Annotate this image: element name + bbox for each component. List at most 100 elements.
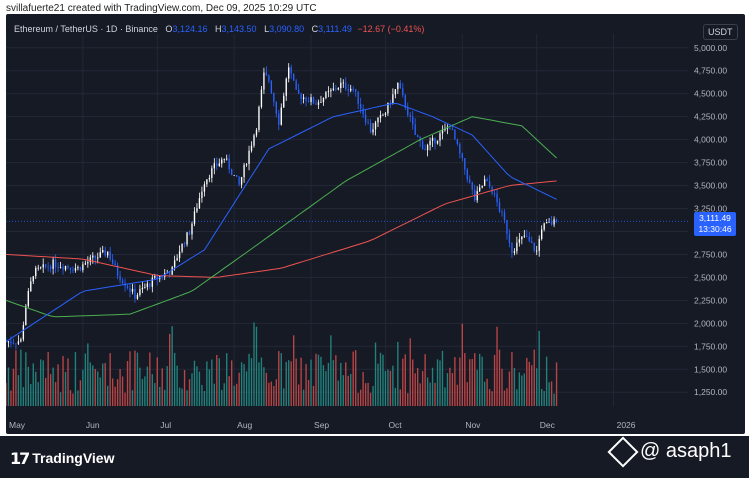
volume-bar	[146, 366, 149, 406]
y-tick-label: 2,750.00	[694, 249, 727, 259]
volume-bar	[32, 363, 34, 406]
candle-body	[87, 262, 89, 264]
footer-bar	[0, 436, 749, 478]
candle-body	[154, 276, 156, 278]
candle-body	[216, 163, 218, 166]
last-price: 3,111.49	[699, 213, 731, 224]
volume-bar	[464, 353, 466, 406]
candle-body	[47, 266, 49, 268]
volume-bar	[402, 358, 404, 406]
currency-button[interactable]: USDT	[703, 24, 738, 40]
volume-bar	[268, 382, 270, 406]
candle-body	[384, 113, 387, 115]
candle-body	[513, 251, 516, 253]
volume-bar	[173, 352, 176, 406]
candle-body	[451, 129, 454, 131]
candle-body	[99, 252, 101, 258]
candle-body	[354, 89, 357, 92]
candle-body	[307, 101, 310, 102]
candle-body	[288, 67, 290, 79]
volume-bar	[478, 353, 481, 406]
volume-bar	[218, 358, 220, 406]
candle-body	[292, 73, 295, 81]
volume-bar	[233, 385, 235, 406]
symbol-legend: Ethereum / TetherUS · 1D · Binance O3,12…	[14, 24, 424, 34]
candle-body	[248, 150, 250, 164]
volume-bar	[531, 365, 533, 406]
candle-body	[7, 341, 10, 343]
volume-bar	[42, 360, 44, 406]
candle-body	[518, 239, 521, 243]
candle-body	[35, 267, 37, 277]
symbol-label[interactable]: Ethereum / TetherUS · 1D · Binance	[14, 24, 158, 34]
volume-bar	[116, 379, 119, 406]
candle-body	[191, 223, 193, 235]
candle-body	[362, 108, 364, 115]
candle-body	[483, 179, 486, 186]
candle-body	[94, 255, 96, 259]
candle-body	[337, 88, 340, 90]
candle-body	[97, 257, 99, 259]
volume-bar	[354, 350, 357, 406]
volume-bar	[248, 353, 250, 406]
candle-body	[374, 122, 377, 130]
credit-line: svillafuerte21 created with TradingView.…	[6, 3, 317, 14]
candle-body	[273, 93, 275, 102]
volume-bar	[528, 361, 530, 406]
ma-long-line	[6, 180, 557, 278]
volume-bar	[526, 357, 528, 406]
volume-bar	[221, 389, 223, 406]
volume-bar	[553, 393, 555, 406]
candle-body	[275, 101, 278, 114]
candle-body	[543, 223, 545, 230]
candle-body	[327, 91, 330, 93]
candle-body	[235, 175, 238, 177]
candle-body	[208, 177, 211, 180]
chart-canvas[interactable]: 5,000.00 4,750.00 4,500.00 4,250.00 4,000.00…	[6, 14, 745, 434]
candle-body	[421, 140, 424, 149]
candle-body	[62, 267, 64, 270]
volume-bar	[203, 390, 206, 406]
volume-bar	[543, 391, 545, 406]
candle-body	[211, 168, 213, 178]
candle-body	[156, 276, 158, 280]
candle-body	[106, 251, 109, 256]
candle-body	[550, 221, 553, 225]
y-tick-label: 4,000.00	[694, 135, 727, 145]
candle-body	[466, 169, 468, 180]
volume-bar	[134, 350, 136, 406]
volume-bar	[461, 323, 464, 406]
binance-diamond-icon	[607, 435, 639, 468]
candle-body	[357, 91, 359, 105]
volume-bar	[315, 353, 317, 406]
volume-bar	[270, 381, 273, 406]
low-value: 3,090.80	[269, 24, 305, 34]
volume-bar	[230, 360, 233, 406]
volume-bar	[290, 361, 292, 406]
volume-bar	[359, 389, 362, 406]
candle-body	[265, 72, 268, 76]
candle-body	[218, 163, 220, 166]
candle-body	[426, 145, 429, 151]
tradingview-logo[interactable]: 17 TradingView	[10, 446, 114, 470]
volume-bar	[72, 393, 74, 406]
volume-bar	[456, 384, 459, 406]
candle-body	[545, 221, 548, 224]
volume-bar	[441, 350, 444, 406]
chart-panel[interactable]: 5,000.00 4,750.00 4,500.00 4,250.00 4,000.00…	[6, 14, 745, 434]
volume-bar	[25, 352, 27, 406]
candle-body	[317, 102, 320, 105]
y-tick-label: 3,250.00	[694, 204, 727, 214]
y-tick-label: 2,250.00	[694, 295, 727, 305]
candle-body	[52, 259, 54, 269]
candle-body	[243, 164, 245, 178]
x-tick-label: Jun	[86, 420, 100, 430]
candle-body	[367, 122, 369, 124]
volume-bar	[186, 390, 188, 406]
candle-body	[213, 163, 216, 169]
candle-body	[431, 137, 434, 141]
candle-body	[20, 339, 22, 342]
volume-bar	[161, 368, 163, 406]
candle-body	[516, 242, 518, 252]
candle-body	[54, 259, 57, 268]
